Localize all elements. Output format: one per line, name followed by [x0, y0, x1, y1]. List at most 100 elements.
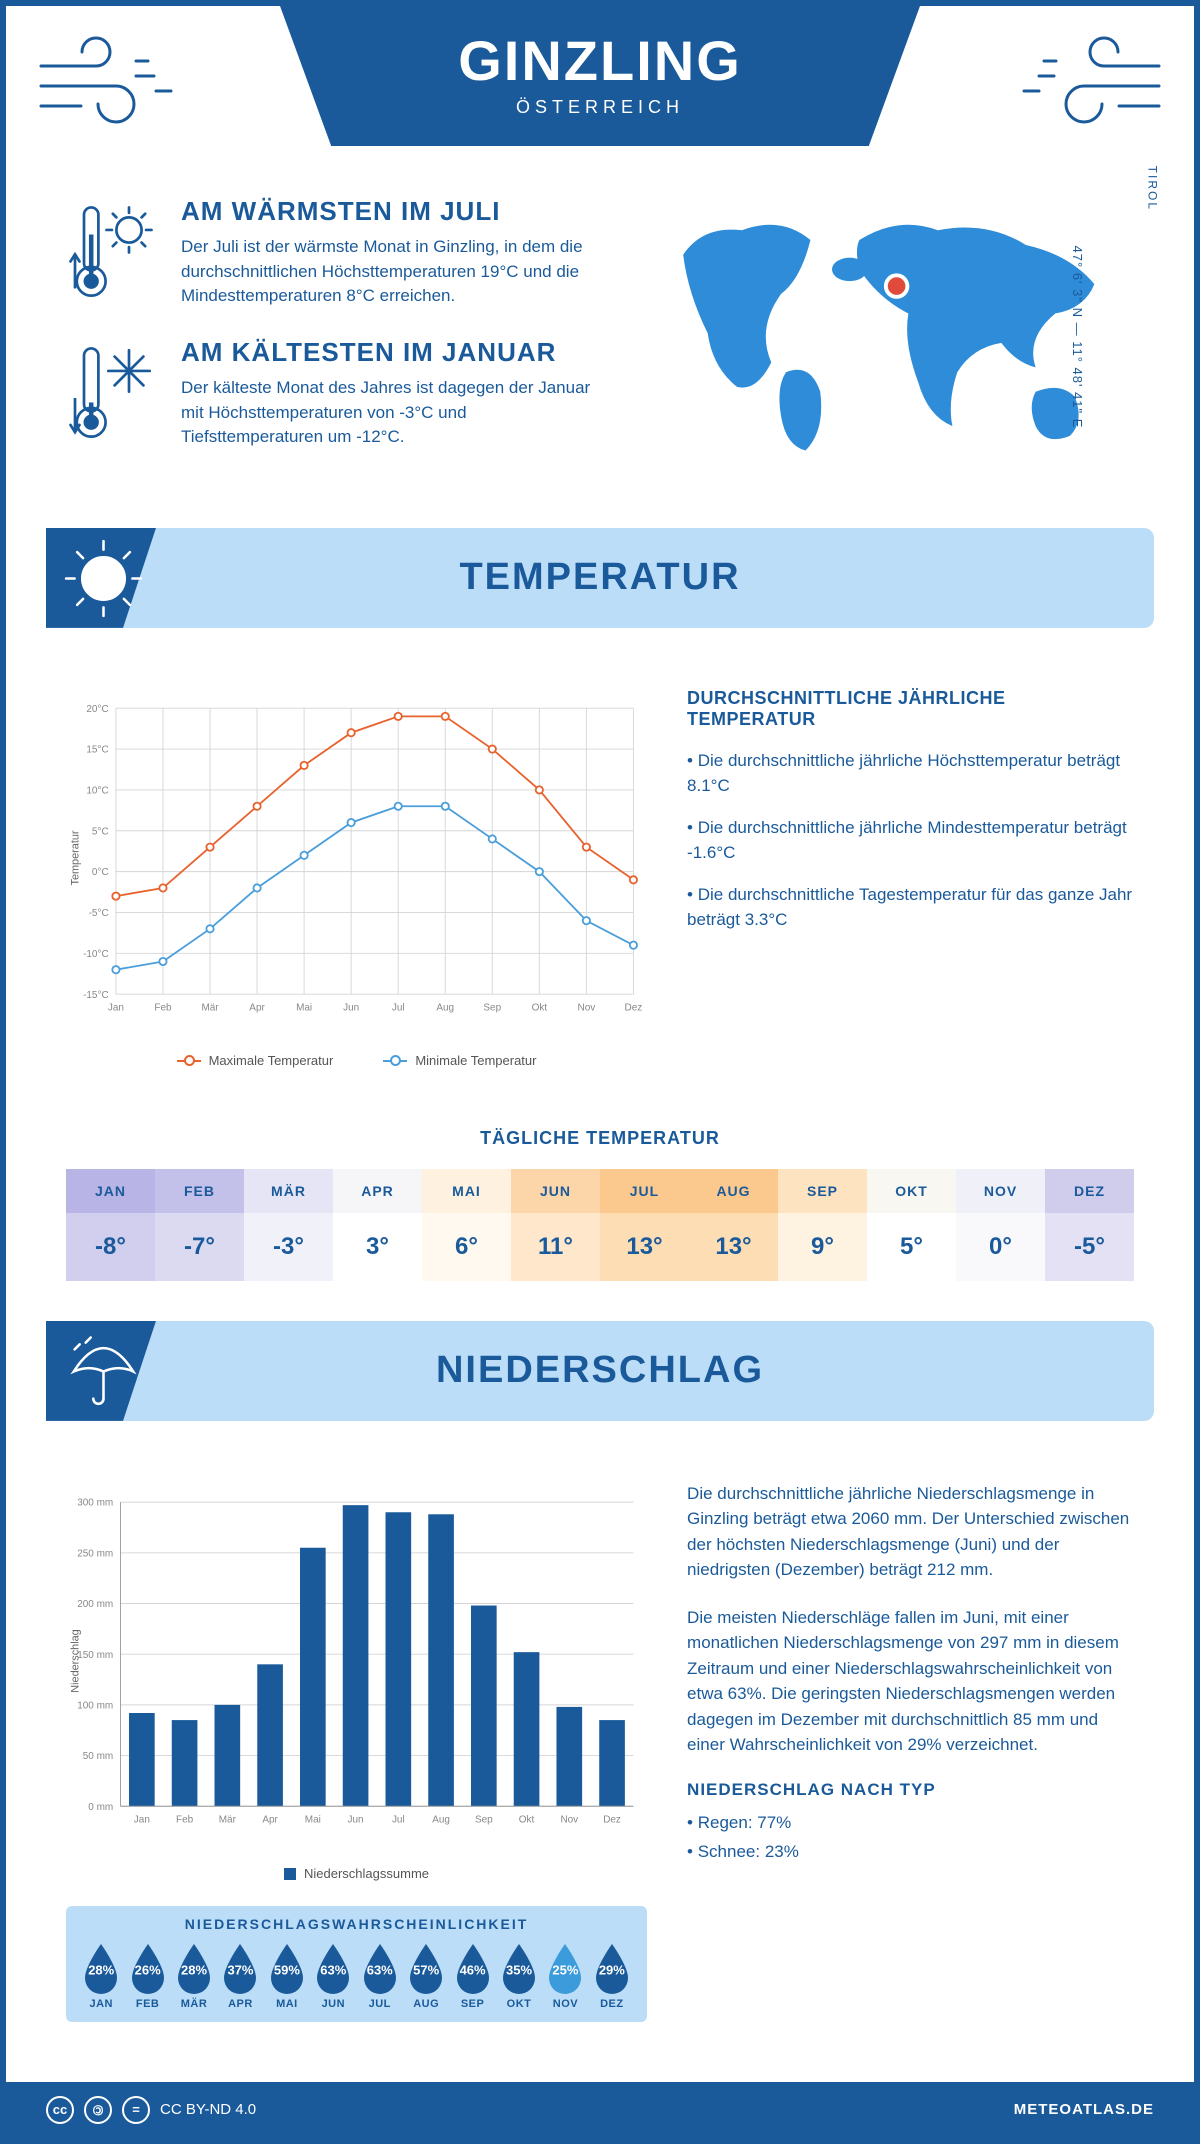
temp-bullet: • Die durchschnittliche Tagestemperatur … [687, 882, 1134, 933]
footer-bar: cc 🄯 = CC BY-ND 4.0 METEOATLAS.DE [6, 2082, 1194, 2138]
line-chart-legend: .legend-swatch-line:nth-of-type(1)::afte… [66, 1053, 647, 1068]
svg-text:Jul: Jul [392, 1002, 405, 1013]
coldest-fact: AM KÄLTESTEN IM JANUAR Der kälteste Mona… [66, 337, 604, 450]
wind-icon [1014, 31, 1164, 131]
svg-text:Feb: Feb [176, 1814, 194, 1825]
svg-text:100 mm: 100 mm [77, 1700, 113, 1711]
svg-text:Niederschlag: Niederschlag [70, 1629, 82, 1692]
daily-temp-month: JUL [600, 1169, 689, 1213]
line-chart-container: -15°C-10°C-5°C0°C5°C10°C15°C20°CJanFebMä… [66, 678, 647, 1068]
svg-text:-5°C: -5°C [89, 908, 109, 919]
precipitation-section-header: NIEDERSCHLAG [46, 1321, 1154, 1421]
svg-text:-15°C: -15°C [83, 990, 109, 1001]
daily-temp-month: APR [333, 1169, 422, 1213]
daily-temp-value: 5° [867, 1213, 956, 1281]
svg-text:Jun: Jun [343, 1002, 359, 1013]
daily-temp-month: MÄR [244, 1169, 333, 1213]
svg-text:200 mm: 200 mm [77, 1599, 113, 1610]
site-name: METEOATLAS.DE [1014, 2101, 1154, 2118]
svg-text:150 mm: 150 mm [77, 1650, 113, 1661]
daily-temp-cell: FEB-7° [155, 1169, 244, 1281]
svg-text:Apr: Apr [262, 1814, 278, 1825]
daily-temp-cell: SEP9° [778, 1169, 867, 1281]
daily-temp-cell: APR3° [333, 1169, 422, 1281]
raindrop-icon: 25% [544, 1942, 586, 1994]
precipitation-bar-chart: 0 mm50 mm100 mm150 mm200 mm250 mm300 mmN… [66, 1471, 647, 1851]
drop-month: MÄR [171, 1998, 217, 2010]
daily-temp-month: AUG [689, 1169, 778, 1213]
daily-temp-value: -8° [66, 1213, 155, 1281]
precip-prob-cell: 28% JAN [78, 1942, 124, 2010]
svg-text:Feb: Feb [154, 1002, 172, 1013]
precip-probability-box: NIEDERSCHLAGSWAHRSCHEINLICHKEIT 28% JAN … [66, 1906, 647, 2022]
svg-text:Okt: Okt [519, 1814, 535, 1825]
svg-text:Mai: Mai [305, 1814, 321, 1825]
daily-temp-value: 9° [778, 1213, 867, 1281]
raindrop-icon: 63% [312, 1942, 354, 1994]
precip-prob-cell: 63% JUN [310, 1942, 356, 2010]
drop-percentage: 29% [599, 1963, 625, 1978]
drop-percentage: 63% [367, 1963, 393, 1978]
thermometer-sun-icon [66, 196, 156, 309]
raindrop-icon: 63% [359, 1942, 401, 1994]
drop-percentage: 59% [274, 1963, 300, 1978]
raindrop-icon: 26% [127, 1942, 169, 1994]
svg-text:Sep: Sep [475, 1814, 493, 1825]
drop-month: DEZ [589, 1998, 635, 2010]
page-frame: GINZLING ÖSTERREICH [0, 0, 1200, 2144]
daily-temp-month: OKT [867, 1169, 956, 1213]
daily-temp-cell: DEZ-5° [1045, 1169, 1134, 1281]
legend-max: .legend-swatch-line:nth-of-type(1)::afte… [177, 1053, 334, 1068]
precipitation-info: Die durchschnittliche jährliche Niedersc… [687, 1471, 1134, 2022]
daily-temp-month: JAN [66, 1169, 155, 1213]
precip-type-snow: • Schnee: 23% [687, 1839, 1134, 1865]
drop-month: APR [217, 1998, 263, 2010]
daily-temp-value: 3° [333, 1213, 422, 1281]
svg-text:300 mm: 300 mm [77, 1498, 113, 1509]
raindrop-icon: 29% [591, 1942, 633, 1994]
precip-type-heading: NIEDERSCHLAG NACH TYP [687, 1780, 1134, 1800]
svg-text:Jan: Jan [134, 1814, 150, 1825]
drop-month: MAI [264, 1998, 310, 2010]
daily-temp-value: 13° [689, 1213, 778, 1281]
raindrop-icon: 28% [173, 1942, 215, 1994]
drop-month: OKT [496, 1998, 542, 2010]
legend-precip: Niederschlagssumme [284, 1866, 429, 1881]
svg-text:10°C: 10°C [86, 785, 108, 796]
daily-temp-value: 6° [422, 1213, 511, 1281]
daily-temp-month: SEP [778, 1169, 867, 1213]
drop-percentage: 63% [320, 1963, 346, 1978]
drop-month: JAN [78, 1998, 124, 2010]
daily-temp-cell: MAI6° [422, 1169, 511, 1281]
warmest-heading: AM WÄRMSTEN IM JULI [181, 196, 604, 227]
svg-text:0°C: 0°C [92, 867, 109, 878]
temperature-info: DURCHSCHNITTLICHE JÄHRLICHE TEMPERATUR •… [687, 678, 1134, 1068]
precip-prob-cell: 25% NOV [542, 1942, 588, 2010]
nd-icon: = [122, 2096, 150, 2124]
precipitation-title: NIEDERSCHLAG [436, 1349, 764, 1392]
daily-temp-cell: JUN11° [511, 1169, 600, 1281]
drop-percentage: 28% [88, 1963, 114, 1978]
svg-text:Mai: Mai [296, 1002, 312, 1013]
svg-text:20°C: 20°C [86, 704, 108, 715]
sun-icon [61, 536, 146, 621]
svg-text:50 mm: 50 mm [83, 1751, 113, 1762]
coldest-heading: AM KÄLTESTEN IM JANUAR [181, 337, 604, 368]
daily-temp-cell: MÄR-3° [244, 1169, 333, 1281]
coldest-text: Der kälteste Monat des Jahres ist dagege… [181, 376, 604, 450]
drop-percentage: 28% [181, 1963, 207, 1978]
header-banner: GINZLING ÖSTERREICH [6, 6, 1194, 186]
daily-temp-value: -5° [1045, 1213, 1134, 1281]
drop-percentage: 57% [413, 1963, 439, 1978]
precip-prob-cell: 46% SEP [449, 1942, 495, 2010]
license-text: CC BY-ND 4.0 [160, 2101, 256, 2118]
drop-month: AUG [403, 1998, 449, 2010]
legend-min: Minimale Temperatur [383, 1053, 536, 1068]
by-icon: 🄯 [84, 2096, 112, 2124]
precipitation-chart-section: 0 mm50 mm100 mm150 mm200 mm250 mm300 mmN… [6, 1441, 1194, 2052]
svg-text:Okt: Okt [532, 1002, 548, 1013]
daily-temp-heading: TÄGLICHE TEMPERATUR [6, 1128, 1194, 1149]
raindrop-icon: 28% [80, 1942, 122, 1994]
daily-temp-cell: JAN-8° [66, 1169, 155, 1281]
daily-temp-cell: NOV0° [956, 1169, 1045, 1281]
